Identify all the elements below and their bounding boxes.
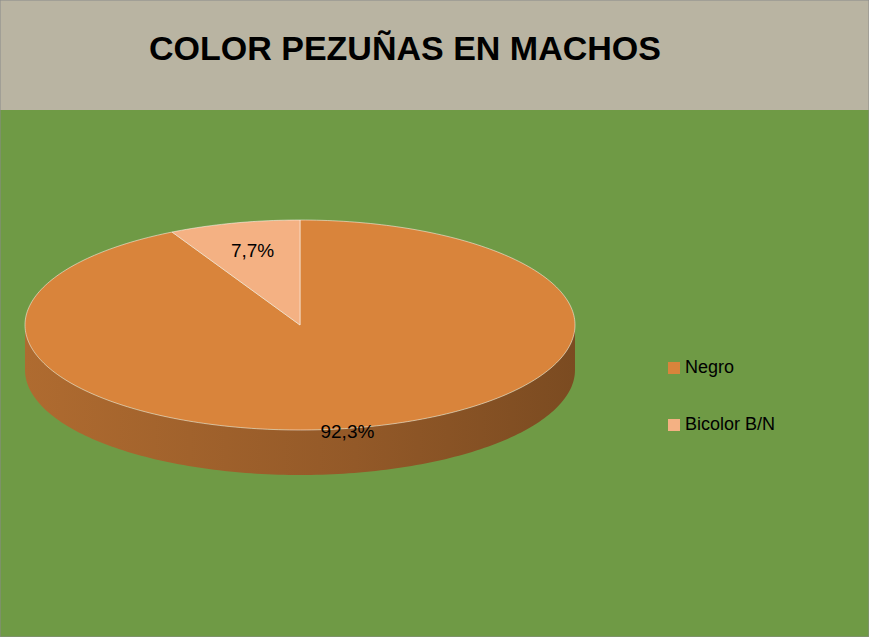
- pie: [25, 220, 575, 475]
- chart: COLOR PEZUÑAS EN MACHOS 92,3% 7,7% Negro Bic…: [0, 0, 869, 637]
- grass: [0, 0, 869, 637]
- fence-area: [0, 0, 869, 110]
- legend-swatch: [668, 362, 680, 374]
- legend-label: Bicolor B/N: [685, 414, 775, 434]
- data-labels: 92,3% 7,7%: [231, 240, 375, 443]
- legend-label: Negro: [685, 357, 734, 377]
- slice: [172, 220, 300, 325]
- legend: Negro Bicolor B/N: [668, 357, 775, 434]
- slice: [25, 220, 575, 475]
- data-label: 92,3%: [320, 421, 374, 442]
- legend-swatch: [668, 419, 680, 431]
- frame: [0, 0, 869, 637]
- slice-top: [172, 220, 300, 325]
- title: COLOR PEZUÑAS EN MACHOS: [149, 29, 661, 67]
- background: [0, 0, 869, 637]
- slice-top: [25, 220, 575, 430]
- data-label: 7,7%: [231, 240, 274, 261]
